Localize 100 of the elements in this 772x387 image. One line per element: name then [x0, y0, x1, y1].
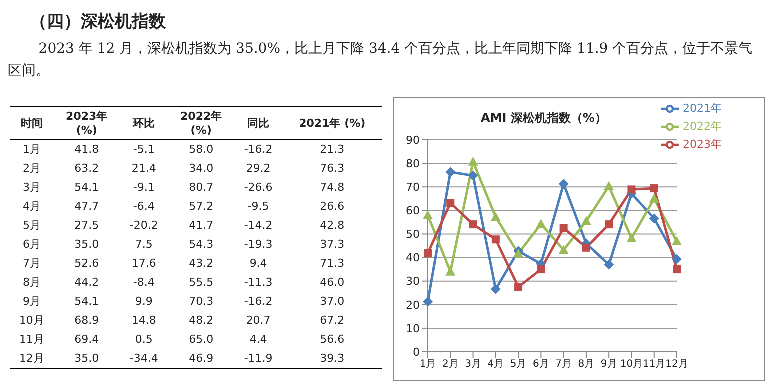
text: 52.6 — [74, 256, 100, 272]
category-label: 8月 — [22, 276, 41, 289]
text: 2021年 — [299, 116, 341, 130]
x-tick-label: 4月 — [488, 359, 504, 370]
x-tick-label: 6月 — [532, 359, 550, 370]
x-tick-label: 1月 — [420, 359, 436, 370]
text: 63.2 — [74, 161, 100, 177]
x-tick-label: 12月 — [666, 359, 688, 370]
text: -8.4 — [132, 275, 156, 291]
text: 55.5 — [188, 275, 215, 291]
x-tick-label: 10月 — [620, 359, 644, 370]
text: -26.6 — [243, 180, 274, 196]
text: 68.9 — [74, 313, 100, 329]
text: -9.1 — [132, 180, 156, 196]
text: 54.1 — [74, 180, 100, 196]
text: 48.2 — [188, 313, 215, 329]
x-tick-label: 5月 — [510, 359, 527, 370]
text: 2023年 — [66, 110, 108, 123]
text: -6.4 — [132, 199, 156, 215]
x-tick-label: 3月 — [465, 359, 482, 370]
text: 44.2 — [74, 275, 100, 291]
text: 43.2 — [188, 256, 215, 272]
category-label: 7月 — [22, 257, 41, 270]
text: 41.8 — [74, 142, 100, 158]
text: -11.9 — [234, 349, 283, 368]
text: 27.5 — [74, 218, 100, 234]
text: (%) — [190, 124, 212, 137]
text: 37.3 — [319, 237, 346, 253]
category-label: 9月 — [22, 295, 41, 308]
category-label: 1月 — [22, 143, 41, 156]
text: 4.4 — [248, 332, 268, 348]
text: 54.1 — [74, 294, 100, 310]
text: 54.3 — [188, 237, 215, 253]
category-label: 3月 — [22, 181, 41, 194]
text: 同比 — [234, 106, 283, 140]
text: -34.4 — [120, 349, 168, 368]
y-tick-label: 10 — [406, 322, 420, 336]
text: 58.0 — [188, 142, 215, 158]
text: 21.3 — [319, 142, 346, 158]
y-tick-label: 40 — [406, 252, 420, 265]
text: 7.5 — [134, 237, 154, 253]
text: 21.4 — [130, 161, 158, 177]
category-label: 10月 — [19, 314, 44, 327]
text: 0.5 — [134, 332, 154, 348]
text: -9.5 — [246, 199, 270, 215]
category-label: 5月 — [22, 219, 41, 232]
text: 环比 — [120, 106, 168, 140]
x-tick-label: 9月 — [600, 359, 618, 370]
text: 65.0 — [188, 332, 215, 348]
text: 35.0 — [74, 237, 100, 253]
chart-subtitle: 2023 年 12 月，深松机指数为 35.0%，比上月下降 34.4 个百分点，比上年同期下降 11.9 个百分点，位于不景气区间。 — [8, 40, 754, 81]
y-tick-label: 20 — [406, 298, 420, 312]
x-tick-label: 7月 — [556, 359, 572, 370]
text: 37.0 — [319, 294, 346, 310]
text: 57.2 — [188, 199, 215, 215]
text: （四）深松机指数 — [30, 11, 166, 33]
text: 70.3 — [188, 294, 215, 310]
text: 2022年 — [180, 110, 222, 123]
text: 34.0 — [188, 161, 215, 177]
text: 14.8 — [130, 313, 158, 329]
legend-label: 2023年 — [683, 138, 722, 152]
text: 39.3 — [282, 349, 382, 368]
text: 9.4 — [248, 256, 268, 272]
category-label: 6月 — [22, 238, 41, 251]
text: 80.7 — [188, 180, 215, 196]
y-tick-label: 90 — [406, 134, 420, 147]
y-tick-label: 60 — [406, 204, 420, 218]
text: -16.2 — [243, 294, 274, 310]
text: 71.3 — [319, 256, 346, 272]
text: -20.2 — [128, 218, 160, 234]
y-tick-label: 70 — [406, 181, 420, 194]
x-tick-label: 2月 — [442, 359, 459, 370]
text: 47.7 — [74, 199, 100, 215]
text: 35.0 — [54, 349, 120, 368]
category-label: 4月 — [22, 200, 41, 213]
text: 74.8 — [319, 180, 346, 196]
text: 20.7 — [245, 313, 272, 329]
text: -11.3 — [243, 275, 274, 291]
y-tick-label: 50 — [406, 228, 420, 242]
category-label: 2月 — [22, 162, 41, 175]
text: 56.6 — [319, 332, 346, 348]
text: -19.3 — [243, 237, 274, 253]
text: 29.2 — [245, 161, 272, 177]
text: 46.9 — [168, 349, 234, 368]
text: -16.2 — [243, 142, 274, 158]
text: 46.0 — [319, 275, 346, 291]
y-tick-label: 80 — [406, 157, 420, 170]
text: 42.8 — [319, 218, 346, 234]
category-label: 11月 — [19, 333, 44, 346]
x-tick-label: 8月 — [578, 359, 595, 370]
text: 时间 — [10, 106, 54, 140]
x-tick-label: 11月 — [642, 359, 666, 370]
text: (%) — [344, 116, 366, 130]
legend-label: 2021年 — [683, 102, 722, 116]
y-tick-label: 30 — [406, 275, 420, 288]
y-tick-label: 0 — [413, 346, 420, 359]
text: 26.6 — [319, 199, 346, 215]
text: (%) — [76, 124, 98, 137]
text: 9.9 — [134, 294, 154, 310]
text: AMI 深松机指数（%） — [481, 111, 607, 125]
